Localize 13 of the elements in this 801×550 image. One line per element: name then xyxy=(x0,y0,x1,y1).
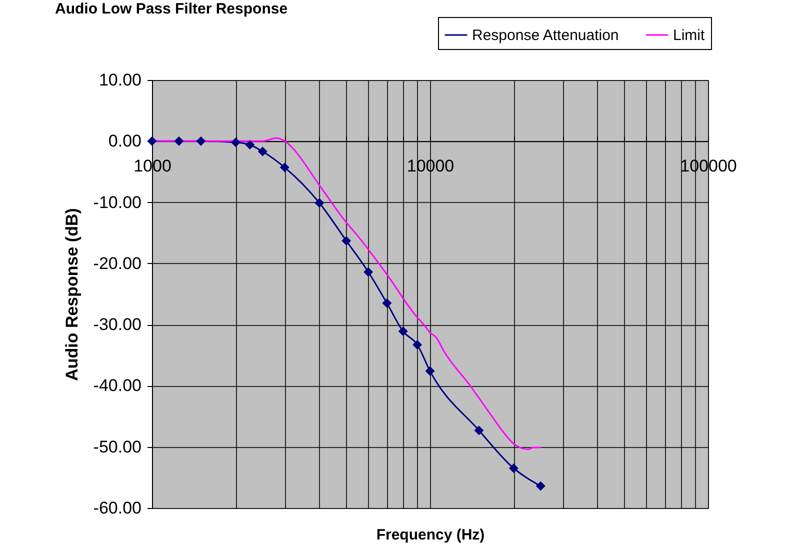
y-tick-label: -50.00 xyxy=(93,437,142,456)
legend-label: Response Attenuation xyxy=(472,27,619,44)
y-tick-label: -30.00 xyxy=(93,315,142,334)
y-tick-label: -40.00 xyxy=(93,376,142,396)
x-axis-title: Frequency (Hz) xyxy=(376,526,485,544)
y-tick-label: -20.00 xyxy=(93,254,142,273)
y-axis-title: Audio Response (dB) xyxy=(62,208,82,381)
y-tick-label: -10.00 xyxy=(93,192,142,212)
y-tick-label: 0.00 xyxy=(108,132,142,151)
chart-title: Audio Low Pass Filter Response xyxy=(55,0,288,18)
y-tick-label: 10.00 xyxy=(98,70,142,90)
legend-label: Limit xyxy=(673,27,706,44)
y-tick-label: -60.00 xyxy=(93,498,142,518)
